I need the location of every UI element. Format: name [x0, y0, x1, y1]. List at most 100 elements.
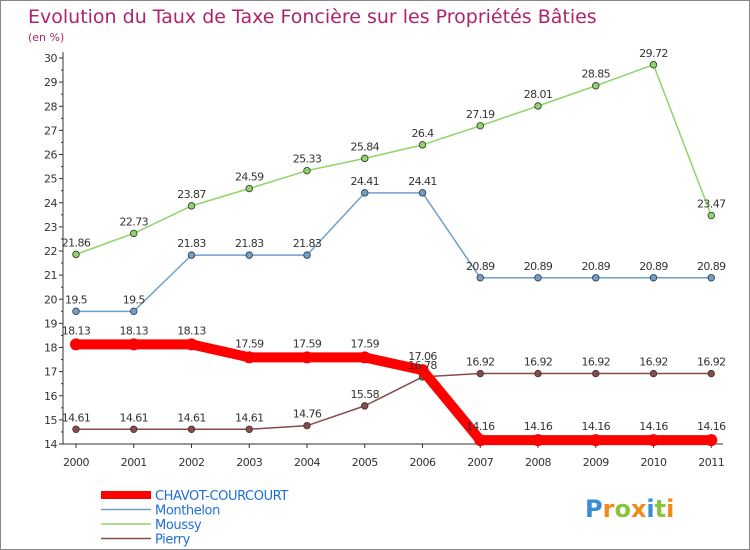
data-label: 18.13 — [62, 324, 91, 337]
logo-letter: x — [631, 495, 647, 523]
data-label: 20.89 — [582, 260, 611, 273]
data-label: 19.5 — [65, 293, 88, 306]
y-tick-label: 17 — [44, 366, 57, 379]
x-tick-label: 2005 — [352, 456, 378, 469]
data-point — [707, 211, 715, 220]
data-label: 25.84 — [351, 140, 380, 153]
data-label: 21.83 — [235, 237, 264, 250]
data-point — [649, 274, 658, 282]
data-labels: 21.86 22.73 23.87 24.59 25.33 25.84 26.4 27.19 2… — [62, 47, 727, 433]
data-point — [589, 434, 602, 447]
data-label: 29.72 — [639, 47, 668, 60]
data-label: 18.13 — [120, 324, 149, 337]
data-label: 25.33 — [293, 153, 322, 166]
y-tick-label: 30 — [44, 52, 57, 65]
y-tick-label: 26 — [44, 149, 57, 162]
data-point — [245, 251, 253, 259]
y-tick-label: 23 — [44, 221, 57, 234]
logo-letter: i — [646, 495, 654, 523]
x-tick-label: 2008 — [525, 456, 551, 469]
y-tick-label: 27 — [44, 124, 57, 137]
y-tick-label: 14 — [44, 438, 57, 451]
data-point — [303, 421, 311, 430]
data-point — [474, 434, 487, 447]
data-label: 14.16 — [582, 420, 611, 433]
data-point — [185, 338, 198, 351]
data-point — [130, 229, 138, 238]
data-label: 20.89 — [466, 260, 495, 273]
data-point — [358, 351, 371, 364]
logo-letter: r — [603, 495, 615, 523]
data-label: 20.89 — [524, 260, 553, 273]
series-layer — [70, 61, 718, 447]
proxiti-logo: Proxiti — [585, 495, 674, 523]
data-point — [476, 369, 484, 378]
data-label: 24.41 — [408, 175, 437, 188]
data-point — [649, 61, 658, 69]
chart-title: Evolution du Taux de Taxe Foncière sur l… — [28, 6, 597, 28]
data-label: 14.16 — [466, 420, 495, 433]
y-tick-label: 18 — [44, 342, 57, 355]
legend-label: CHAVOT-COURCOURT — [155, 489, 288, 504]
data-point — [187, 202, 196, 210]
data-point — [534, 102, 542, 110]
data-label: 15.58 — [351, 388, 380, 401]
data-label: 26.4 — [411, 127, 434, 140]
data-label: 17.59 — [235, 337, 264, 350]
x-tick-label: 2010 — [641, 456, 667, 469]
data-point — [130, 425, 138, 433]
x-tick-label: 2002 — [179, 456, 205, 469]
data-label: 16.92 — [582, 356, 611, 369]
data-point — [647, 434, 660, 447]
axes: 14 15 16 17 18 19 20 21 22 23 24 25 26 27 28 29 30 2000 20… — [44, 52, 725, 469]
data-label: 14.61 — [177, 411, 206, 424]
data-point — [707, 274, 715, 282]
data-point — [534, 274, 542, 282]
y-tick-label: 20 — [44, 293, 57, 306]
data-point — [303, 166, 311, 175]
data-label: 23.47 — [697, 198, 726, 211]
legend-label: Monthelon — [155, 504, 220, 519]
series-line — [71, 339, 717, 446]
data-point — [245, 184, 253, 193]
y-tick-label: 28 — [44, 100, 57, 113]
data-point — [592, 82, 600, 90]
data-label: 16.92 — [639, 356, 668, 369]
data-label: 28.85 — [582, 68, 611, 81]
data-label: 27.19 — [466, 108, 495, 121]
data-point — [72, 425, 80, 433]
data-label: 24.41 — [351, 175, 380, 188]
data-point — [303, 251, 311, 259]
data-point — [534, 369, 542, 378]
data-point — [245, 425, 253, 433]
data-point — [127, 338, 140, 351]
data-point — [592, 369, 600, 378]
series-line — [75, 192, 712, 313]
data-point — [130, 307, 138, 316]
data-label: 21.86 — [62, 236, 91, 249]
y-tick-label: 24 — [44, 197, 57, 210]
y-tick-label: 22 — [44, 245, 57, 258]
logo-letter: t — [655, 495, 666, 523]
logo-letter: i — [666, 495, 674, 523]
data-label: 22.73 — [120, 215, 149, 228]
data-label: 28.01 — [524, 88, 553, 101]
data-point — [592, 274, 600, 282]
data-label: 14.61 — [62, 411, 91, 424]
legend-label: Pierry — [155, 533, 191, 548]
y-tick-label: 29 — [44, 76, 57, 89]
data-label: 18.13 — [177, 324, 206, 337]
legend-label: Moussy — [155, 518, 202, 533]
x-tick-label: 2003 — [236, 456, 262, 469]
data-point — [361, 189, 369, 197]
data-point — [418, 141, 427, 149]
data-label: 16.92 — [524, 356, 553, 369]
data-point — [476, 122, 484, 130]
logo-letter: P — [585, 495, 603, 523]
y-tick-label: 15 — [44, 414, 57, 427]
x-tick-label: 2006 — [410, 456, 436, 469]
data-label: 21.83 — [177, 237, 206, 250]
data-point — [476, 274, 484, 282]
data-point — [72, 250, 80, 259]
y-tick-label: 21 — [44, 269, 57, 282]
